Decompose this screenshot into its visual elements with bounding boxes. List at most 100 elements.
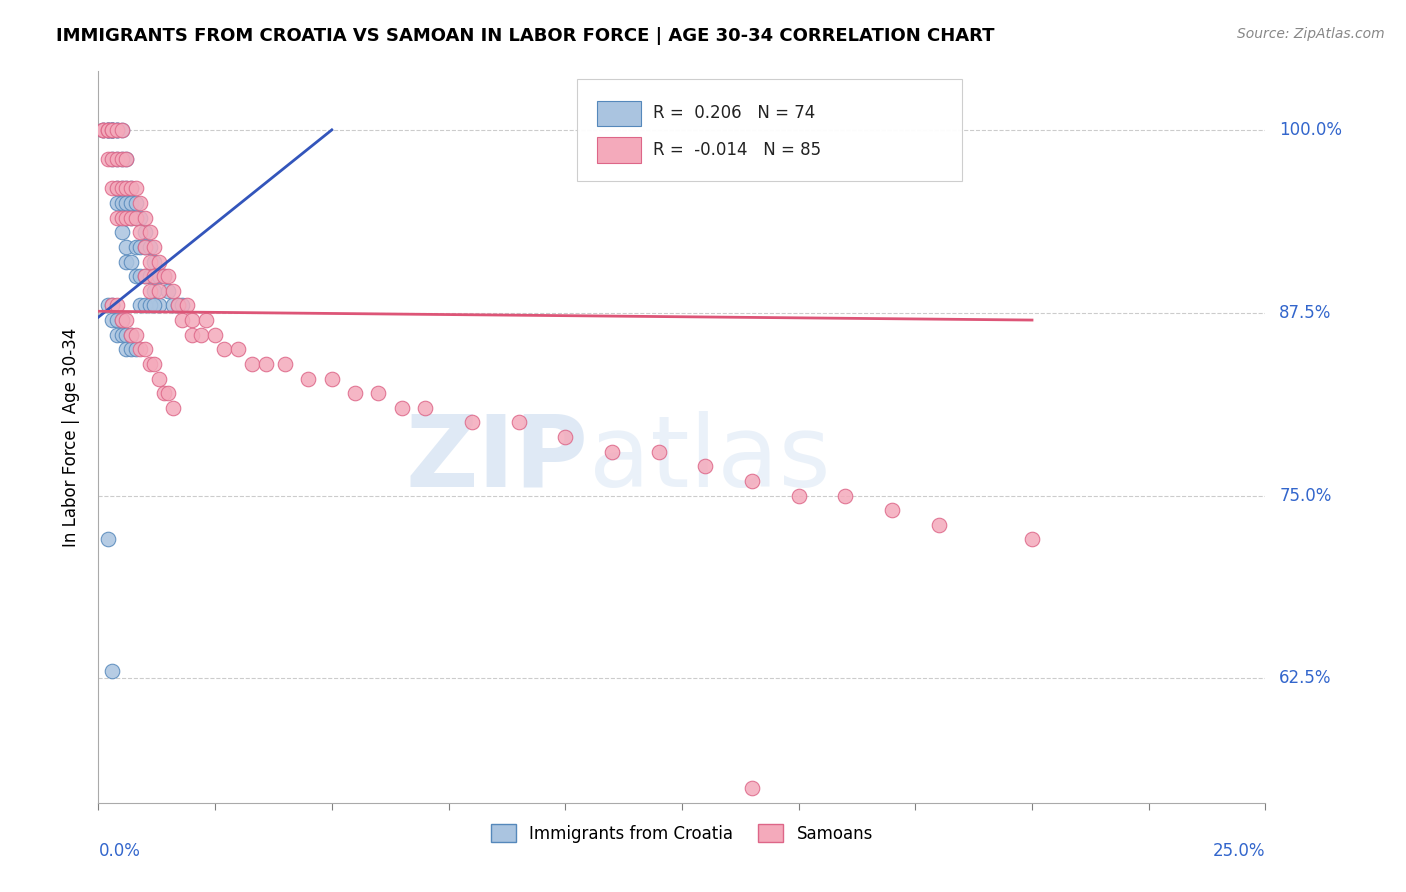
Point	[120, 254, 142, 268]
Point	[176, 298, 198, 312]
Text: 75.0%: 75.0%	[1279, 487, 1331, 505]
Point	[101, 298, 124, 312]
Point	[148, 284, 170, 298]
Point	[105, 152, 128, 166]
Point	[115, 343, 138, 357]
Point	[115, 196, 138, 211]
Point	[242, 357, 264, 371]
Point	[157, 269, 180, 284]
Point	[134, 269, 156, 284]
Point	[105, 196, 128, 211]
Point	[105, 298, 128, 312]
Point	[105, 152, 128, 166]
Point	[115, 211, 138, 225]
Text: 100.0%: 100.0%	[1279, 121, 1343, 139]
Point	[143, 284, 166, 298]
Text: IMMIGRANTS FROM CROATIA VS SAMOAN IN LABOR FORCE | AGE 30-34 CORRELATION CHART: IMMIGRANTS FROM CROATIA VS SAMOAN IN LAB…	[56, 27, 994, 45]
Point	[105, 211, 128, 225]
Point	[111, 181, 134, 195]
Point	[111, 211, 134, 225]
Point	[115, 181, 138, 195]
Point	[125, 240, 148, 254]
Point	[152, 386, 174, 401]
Point	[741, 781, 763, 796]
Point	[101, 123, 124, 137]
Point	[143, 298, 166, 312]
Point	[111, 211, 134, 225]
Text: ZIP: ZIP	[406, 410, 589, 508]
Point	[134, 240, 156, 254]
Point	[228, 343, 250, 357]
Point	[129, 211, 152, 225]
Point	[101, 152, 124, 166]
Point	[105, 327, 128, 342]
Point	[554, 430, 576, 444]
Point	[256, 357, 278, 371]
Point	[134, 225, 156, 239]
Point	[214, 343, 236, 357]
Text: 87.5%: 87.5%	[1279, 304, 1331, 322]
Point	[91, 123, 114, 137]
Point	[162, 298, 184, 312]
Point	[91, 123, 114, 137]
Point	[787, 489, 810, 503]
Point	[101, 123, 124, 137]
Point	[120, 211, 142, 225]
Point	[194, 313, 217, 327]
Point	[413, 401, 436, 415]
Point	[111, 152, 134, 166]
Point	[166, 298, 188, 312]
Point	[105, 123, 128, 137]
Point	[101, 152, 124, 166]
Point	[461, 416, 484, 430]
Legend: Immigrants from Croatia, Samoans: Immigrants from Croatia, Samoans	[484, 818, 880, 849]
Point	[111, 181, 134, 195]
Point	[105, 181, 128, 195]
Point	[115, 254, 138, 268]
Point	[111, 196, 134, 211]
Point	[111, 327, 134, 342]
Point	[91, 123, 114, 137]
Point	[105, 313, 128, 327]
Point	[97, 123, 120, 137]
Point	[129, 225, 152, 239]
Point	[180, 313, 202, 327]
Point	[148, 254, 170, 268]
Point	[143, 254, 166, 268]
Point	[101, 123, 124, 137]
Point	[101, 181, 124, 195]
Point	[321, 371, 343, 385]
Point	[91, 123, 114, 137]
Point	[111, 313, 134, 327]
Point	[139, 357, 162, 371]
Point	[139, 225, 162, 239]
Point	[125, 211, 148, 225]
Point	[129, 240, 152, 254]
Point	[125, 269, 148, 284]
Point	[115, 211, 138, 225]
Point	[139, 254, 162, 268]
Point	[125, 181, 148, 195]
Point	[274, 357, 297, 371]
Point	[152, 269, 174, 284]
Point	[928, 517, 950, 532]
Point	[97, 123, 120, 137]
Point	[101, 664, 124, 678]
Point	[190, 327, 212, 342]
Point	[695, 459, 717, 474]
Point	[204, 327, 226, 342]
FancyBboxPatch shape	[576, 78, 962, 181]
Point	[101, 123, 124, 137]
Bar	[596, 137, 641, 163]
Bar	[596, 101, 641, 127]
Point	[97, 123, 120, 137]
Point	[139, 240, 162, 254]
Point	[162, 401, 184, 415]
Point	[129, 196, 152, 211]
Point	[134, 211, 156, 225]
Point	[834, 489, 856, 503]
Point	[97, 298, 120, 312]
Point	[143, 269, 166, 284]
Y-axis label: In Labor Force | Age 30-34: In Labor Force | Age 30-34	[62, 327, 80, 547]
Point	[148, 298, 170, 312]
